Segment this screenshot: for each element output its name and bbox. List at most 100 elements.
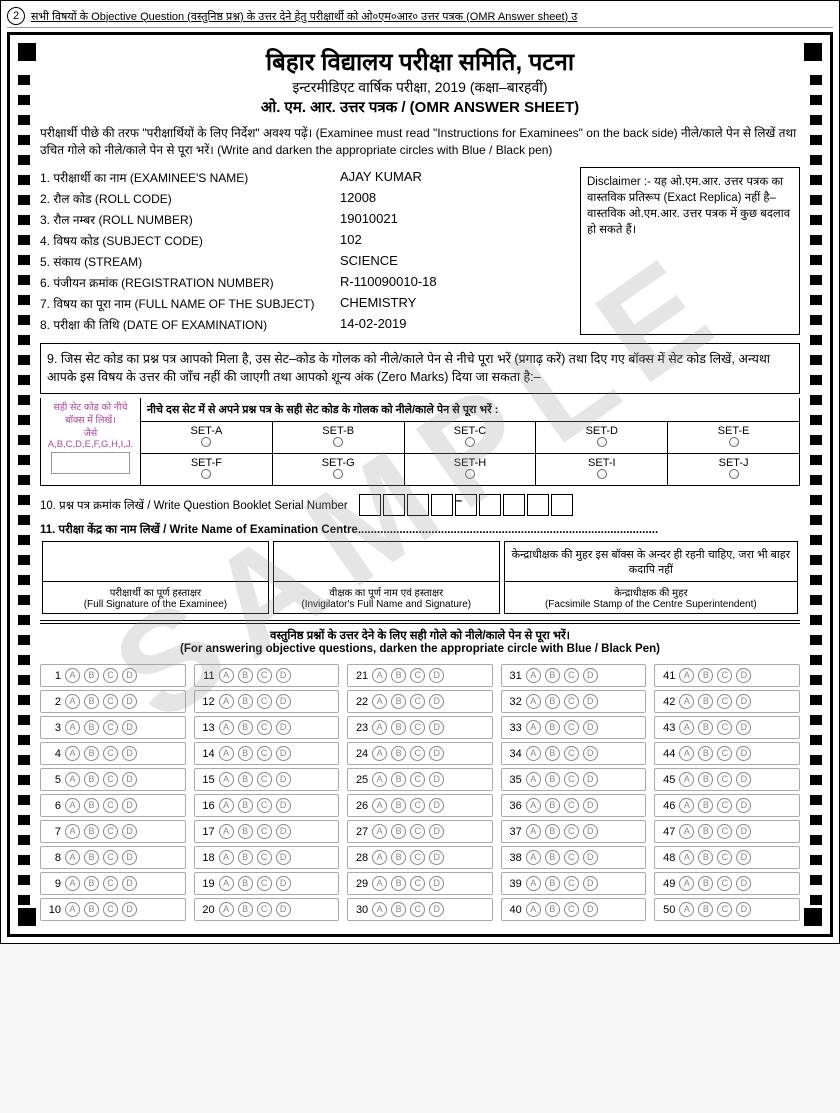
answer-bubble[interactable]: D: [583, 902, 598, 917]
set-option[interactable]: SET-A: [141, 422, 273, 453]
answer-bubble[interactable]: A: [65, 772, 80, 787]
set-option[interactable]: SET-G: [273, 454, 405, 485]
answer-bubble[interactable]: A: [372, 694, 387, 709]
answer-bubble[interactable]: C: [103, 824, 118, 839]
answer-bubble[interactable]: A: [65, 798, 80, 813]
answer-bubble[interactable]: A: [526, 824, 541, 839]
answer-bubble[interactable]: B: [391, 850, 406, 865]
answer-bubble[interactable]: B: [391, 772, 406, 787]
answer-bubble[interactable]: D: [583, 746, 598, 761]
answer-bubble[interactable]: D: [583, 876, 598, 891]
answer-bubble[interactable]: D: [276, 876, 291, 891]
answer-bubble[interactable]: B: [391, 746, 406, 761]
set-option[interactable]: SET-F: [141, 454, 273, 485]
answer-bubble[interactable]: C: [257, 824, 272, 839]
answer-bubble[interactable]: C: [564, 694, 579, 709]
answer-bubble[interactable]: D: [736, 798, 751, 813]
answer-bubble[interactable]: C: [410, 902, 425, 917]
answer-bubble[interactable]: B: [391, 694, 406, 709]
answer-bubble[interactable]: C: [257, 720, 272, 735]
answer-bubble[interactable]: B: [698, 902, 713, 917]
answer-bubble[interactable]: A: [65, 876, 80, 891]
answer-bubble[interactable]: C: [564, 902, 579, 917]
answer-bubble[interactable]: D: [736, 720, 751, 735]
set-option[interactable]: SET-B: [273, 422, 405, 453]
answer-bubble[interactable]: D: [122, 694, 137, 709]
answer-bubble[interactable]: A: [65, 694, 80, 709]
answer-bubble[interactable]: A: [526, 876, 541, 891]
answer-bubble[interactable]: D: [736, 772, 751, 787]
answer-bubble[interactable]: D: [583, 720, 598, 735]
answer-bubble[interactable]: A: [679, 746, 694, 761]
answer-bubble[interactable]: B: [698, 746, 713, 761]
answer-bubble[interactable]: A: [372, 850, 387, 865]
answer-bubble[interactable]: B: [545, 746, 560, 761]
answer-bubble[interactable]: C: [564, 668, 579, 683]
answer-bubble[interactable]: C: [410, 694, 425, 709]
answer-bubble[interactable]: B: [698, 694, 713, 709]
set-option[interactable]: SET-D: [536, 422, 668, 453]
answer-bubble[interactable]: D: [276, 772, 291, 787]
answer-bubble[interactable]: D: [583, 850, 598, 865]
answer-bubble[interactable]: C: [257, 902, 272, 917]
answer-bubble[interactable]: A: [526, 694, 541, 709]
answer-bubble[interactable]: C: [103, 694, 118, 709]
answer-bubble[interactable]: D: [122, 798, 137, 813]
answer-bubble[interactable]: C: [103, 668, 118, 683]
answer-bubble[interactable]: B: [698, 824, 713, 839]
answer-bubble[interactable]: D: [429, 798, 444, 813]
answer-bubble[interactable]: A: [679, 798, 694, 813]
answer-bubble[interactable]: A: [372, 668, 387, 683]
answer-bubble[interactable]: D: [583, 694, 598, 709]
answer-bubble[interactable]: C: [257, 668, 272, 683]
answer-bubble[interactable]: A: [219, 746, 234, 761]
answer-bubble[interactable]: C: [257, 850, 272, 865]
answer-bubble[interactable]: D: [736, 876, 751, 891]
answer-bubble[interactable]: C: [103, 720, 118, 735]
answer-bubble[interactable]: D: [276, 824, 291, 839]
answer-bubble[interactable]: B: [698, 772, 713, 787]
answer-bubble[interactable]: D: [276, 850, 291, 865]
answer-bubble[interactable]: B: [84, 876, 99, 891]
answer-bubble[interactable]: C: [103, 798, 118, 813]
answer-bubble[interactable]: C: [717, 720, 732, 735]
answer-bubble[interactable]: B: [238, 798, 253, 813]
answer-bubble[interactable]: A: [526, 850, 541, 865]
answer-bubble[interactable]: B: [391, 876, 406, 891]
answer-bubble[interactable]: A: [526, 902, 541, 917]
answer-bubble[interactable]: B: [698, 720, 713, 735]
answer-bubble[interactable]: D: [276, 720, 291, 735]
answer-bubble[interactable]: B: [84, 720, 99, 735]
answer-bubble[interactable]: C: [717, 694, 732, 709]
answer-bubble[interactable]: C: [410, 668, 425, 683]
answer-bubble[interactable]: D: [429, 694, 444, 709]
answer-bubble[interactable]: A: [65, 720, 80, 735]
answer-bubble[interactable]: A: [679, 772, 694, 787]
answer-bubble[interactable]: B: [545, 720, 560, 735]
answer-bubble[interactable]: A: [372, 798, 387, 813]
answer-bubble[interactable]: C: [257, 876, 272, 891]
answer-bubble[interactable]: C: [410, 720, 425, 735]
answer-bubble[interactable]: A: [679, 694, 694, 709]
answer-bubble[interactable]: D: [736, 850, 751, 865]
answer-bubble[interactable]: C: [103, 876, 118, 891]
answer-bubble[interactable]: C: [564, 772, 579, 787]
set-option[interactable]: SET-J: [668, 454, 799, 485]
answer-bubble[interactable]: B: [545, 798, 560, 813]
answer-bubble[interactable]: C: [103, 746, 118, 761]
answer-bubble[interactable]: B: [84, 668, 99, 683]
answer-bubble[interactable]: C: [564, 824, 579, 839]
answer-bubble[interactable]: C: [257, 746, 272, 761]
answer-bubble[interactable]: B: [238, 746, 253, 761]
answer-bubble[interactable]: A: [372, 720, 387, 735]
answer-bubble[interactable]: D: [122, 850, 137, 865]
answer-bubble[interactable]: B: [545, 850, 560, 865]
answer-bubble[interactable]: B: [391, 720, 406, 735]
answer-bubble[interactable]: C: [564, 798, 579, 813]
answer-bubble[interactable]: D: [429, 772, 444, 787]
answer-bubble[interactable]: B: [238, 824, 253, 839]
answer-bubble[interactable]: D: [429, 746, 444, 761]
answer-bubble[interactable]: A: [219, 876, 234, 891]
answer-bubble[interactable]: B: [698, 668, 713, 683]
answer-bubble[interactable]: B: [545, 668, 560, 683]
